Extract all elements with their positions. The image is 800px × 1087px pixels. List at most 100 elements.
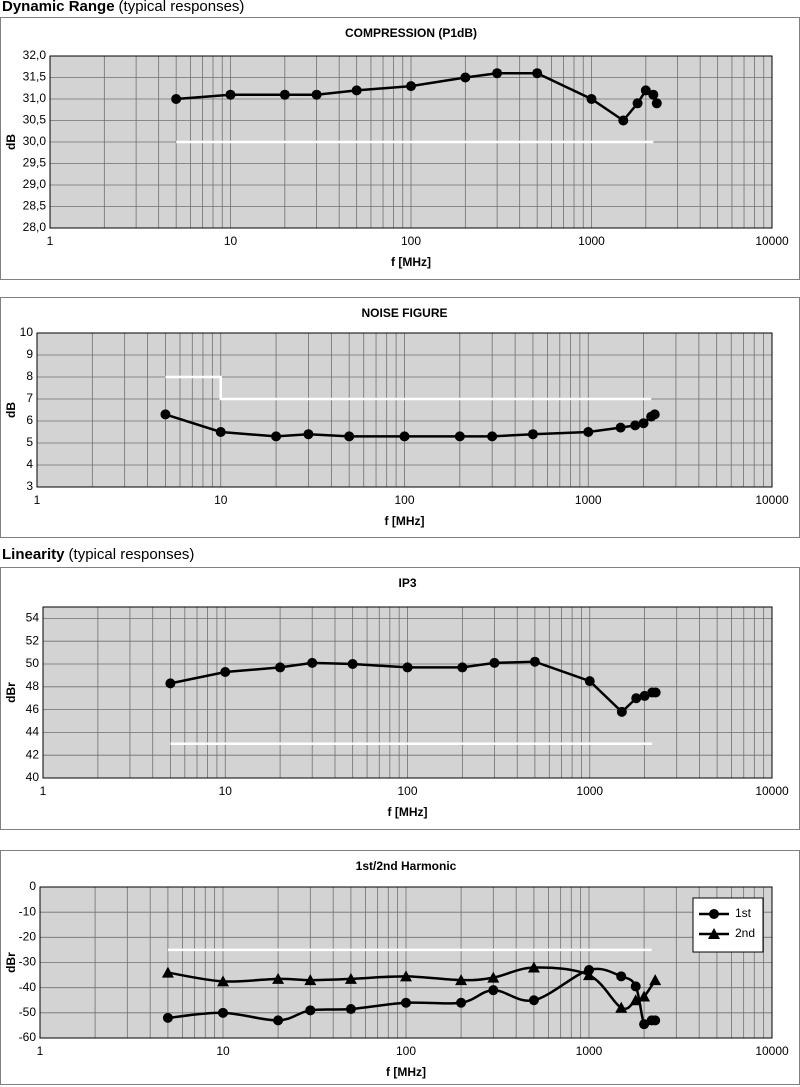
x-tick-label: 10 [214, 493, 228, 507]
data-point [305, 1005, 316, 1016]
y-tick-label: 5 [26, 435, 33, 449]
data-point [351, 85, 362, 96]
y-tick-label: 29,5 [23, 156, 47, 170]
x-tick-label: 10000 [755, 1044, 789, 1058]
heading-note: (typical responses) [119, 0, 245, 15]
data-point [651, 98, 662, 109]
data-point [631, 693, 642, 704]
x-tick-label: 1 [40, 784, 47, 798]
data-point [492, 68, 503, 79]
data-point [454, 431, 465, 442]
data-point [532, 68, 543, 79]
y-tick-label: 0 [29, 879, 36, 893]
y-tick-label: 6 [26, 413, 33, 427]
data-point [217, 975, 229, 987]
data-point [279, 89, 290, 100]
data-point [456, 997, 467, 1008]
data-point [639, 690, 650, 701]
y-tick-label: 31,0 [23, 91, 47, 105]
y-tick-label: 7 [26, 391, 33, 405]
data-point [615, 422, 626, 433]
data-point [488, 985, 499, 996]
x-axis-label: f [MHz] [391, 255, 431, 269]
legend-marker [709, 909, 719, 919]
data-point [527, 429, 538, 440]
data-point [638, 418, 649, 429]
data-point [171, 94, 182, 104]
data-point [648, 89, 659, 100]
y-tick-label: 30,5 [23, 113, 47, 127]
data-point [528, 995, 539, 1006]
y-tick-label: -10 [19, 904, 37, 918]
data-point [616, 706, 627, 717]
y-tick-label: 42 [26, 747, 40, 761]
data-point [649, 974, 662, 986]
y-tick-label: 31,5 [23, 70, 47, 84]
y-tick-label: 9 [26, 347, 33, 361]
data-point [307, 657, 318, 668]
data-point [489, 657, 500, 668]
data-point [649, 409, 660, 420]
legend-marker [708, 928, 720, 939]
chart-title: IP3 [398, 576, 416, 590]
x-tick-label: 10 [224, 234, 238, 248]
data-point [225, 89, 236, 100]
data-point [345, 1004, 356, 1015]
data-point [640, 85, 651, 96]
data-point [629, 994, 642, 1006]
data-point [161, 966, 174, 978]
section-heading: Dynamic Range (typical responses) [2, 0, 244, 15]
y-tick-label: -50 [19, 1005, 37, 1019]
data-point [347, 659, 358, 669]
x-tick-label: 100 [394, 493, 414, 507]
data-point [584, 676, 595, 687]
data-point [583, 969, 595, 981]
data-point [632, 98, 643, 109]
chart-title: COMPRESSION (P1dB) [345, 26, 477, 40]
data-point [215, 427, 226, 437]
x-tick-label: 1000 [576, 1044, 603, 1058]
data-point [639, 1019, 650, 1030]
legend-box [692, 897, 764, 953]
data-point [487, 971, 500, 983]
y-tick-label: 52 [26, 633, 40, 647]
data-point [220, 666, 231, 677]
y-tick-label: 32,0 [23, 48, 47, 62]
plot-border [36, 332, 773, 488]
y-tick-label: 29,0 [23, 177, 47, 191]
y-tick-label: 30,0 [23, 134, 47, 148]
data-point [402, 662, 413, 673]
data-point [162, 1012, 173, 1023]
data-point [586, 94, 597, 104]
data-point [304, 974, 317, 986]
data-point [618, 115, 629, 126]
y-tick-label: 48 [26, 679, 40, 693]
y-tick-label: 3 [26, 479, 33, 493]
x-tick-label: 100 [397, 784, 417, 798]
data-point [344, 972, 357, 984]
data-point [638, 990, 651, 1002]
data-point [218, 1007, 228, 1018]
y-axis-label: dB [4, 134, 18, 150]
y-tick-label: 54 [26, 611, 40, 625]
data-point [529, 656, 540, 667]
data-point [401, 997, 411, 1008]
legend-label: 1st [735, 906, 752, 920]
x-tick-label: 10 [216, 1044, 230, 1058]
data-point [406, 81, 416, 92]
y-tick-label: -30 [19, 955, 37, 969]
x-tick-label: 1 [34, 493, 41, 507]
data-point [630, 981, 641, 992]
y-tick-label: -40 [19, 980, 37, 994]
data-point [165, 678, 176, 689]
x-tick-label: 1 [47, 234, 54, 248]
x-tick-label: 1000 [576, 784, 603, 798]
x-tick-label: 10 [219, 784, 233, 798]
data-point [460, 72, 471, 83]
data-point [275, 662, 286, 673]
data-point [583, 427, 594, 437]
y-axis-label: dB [4, 402, 18, 418]
y-tick-label: 50 [26, 656, 40, 670]
x-axis-label: f [MHz] [386, 1065, 426, 1079]
x-tick-label: 1000 [578, 234, 605, 248]
